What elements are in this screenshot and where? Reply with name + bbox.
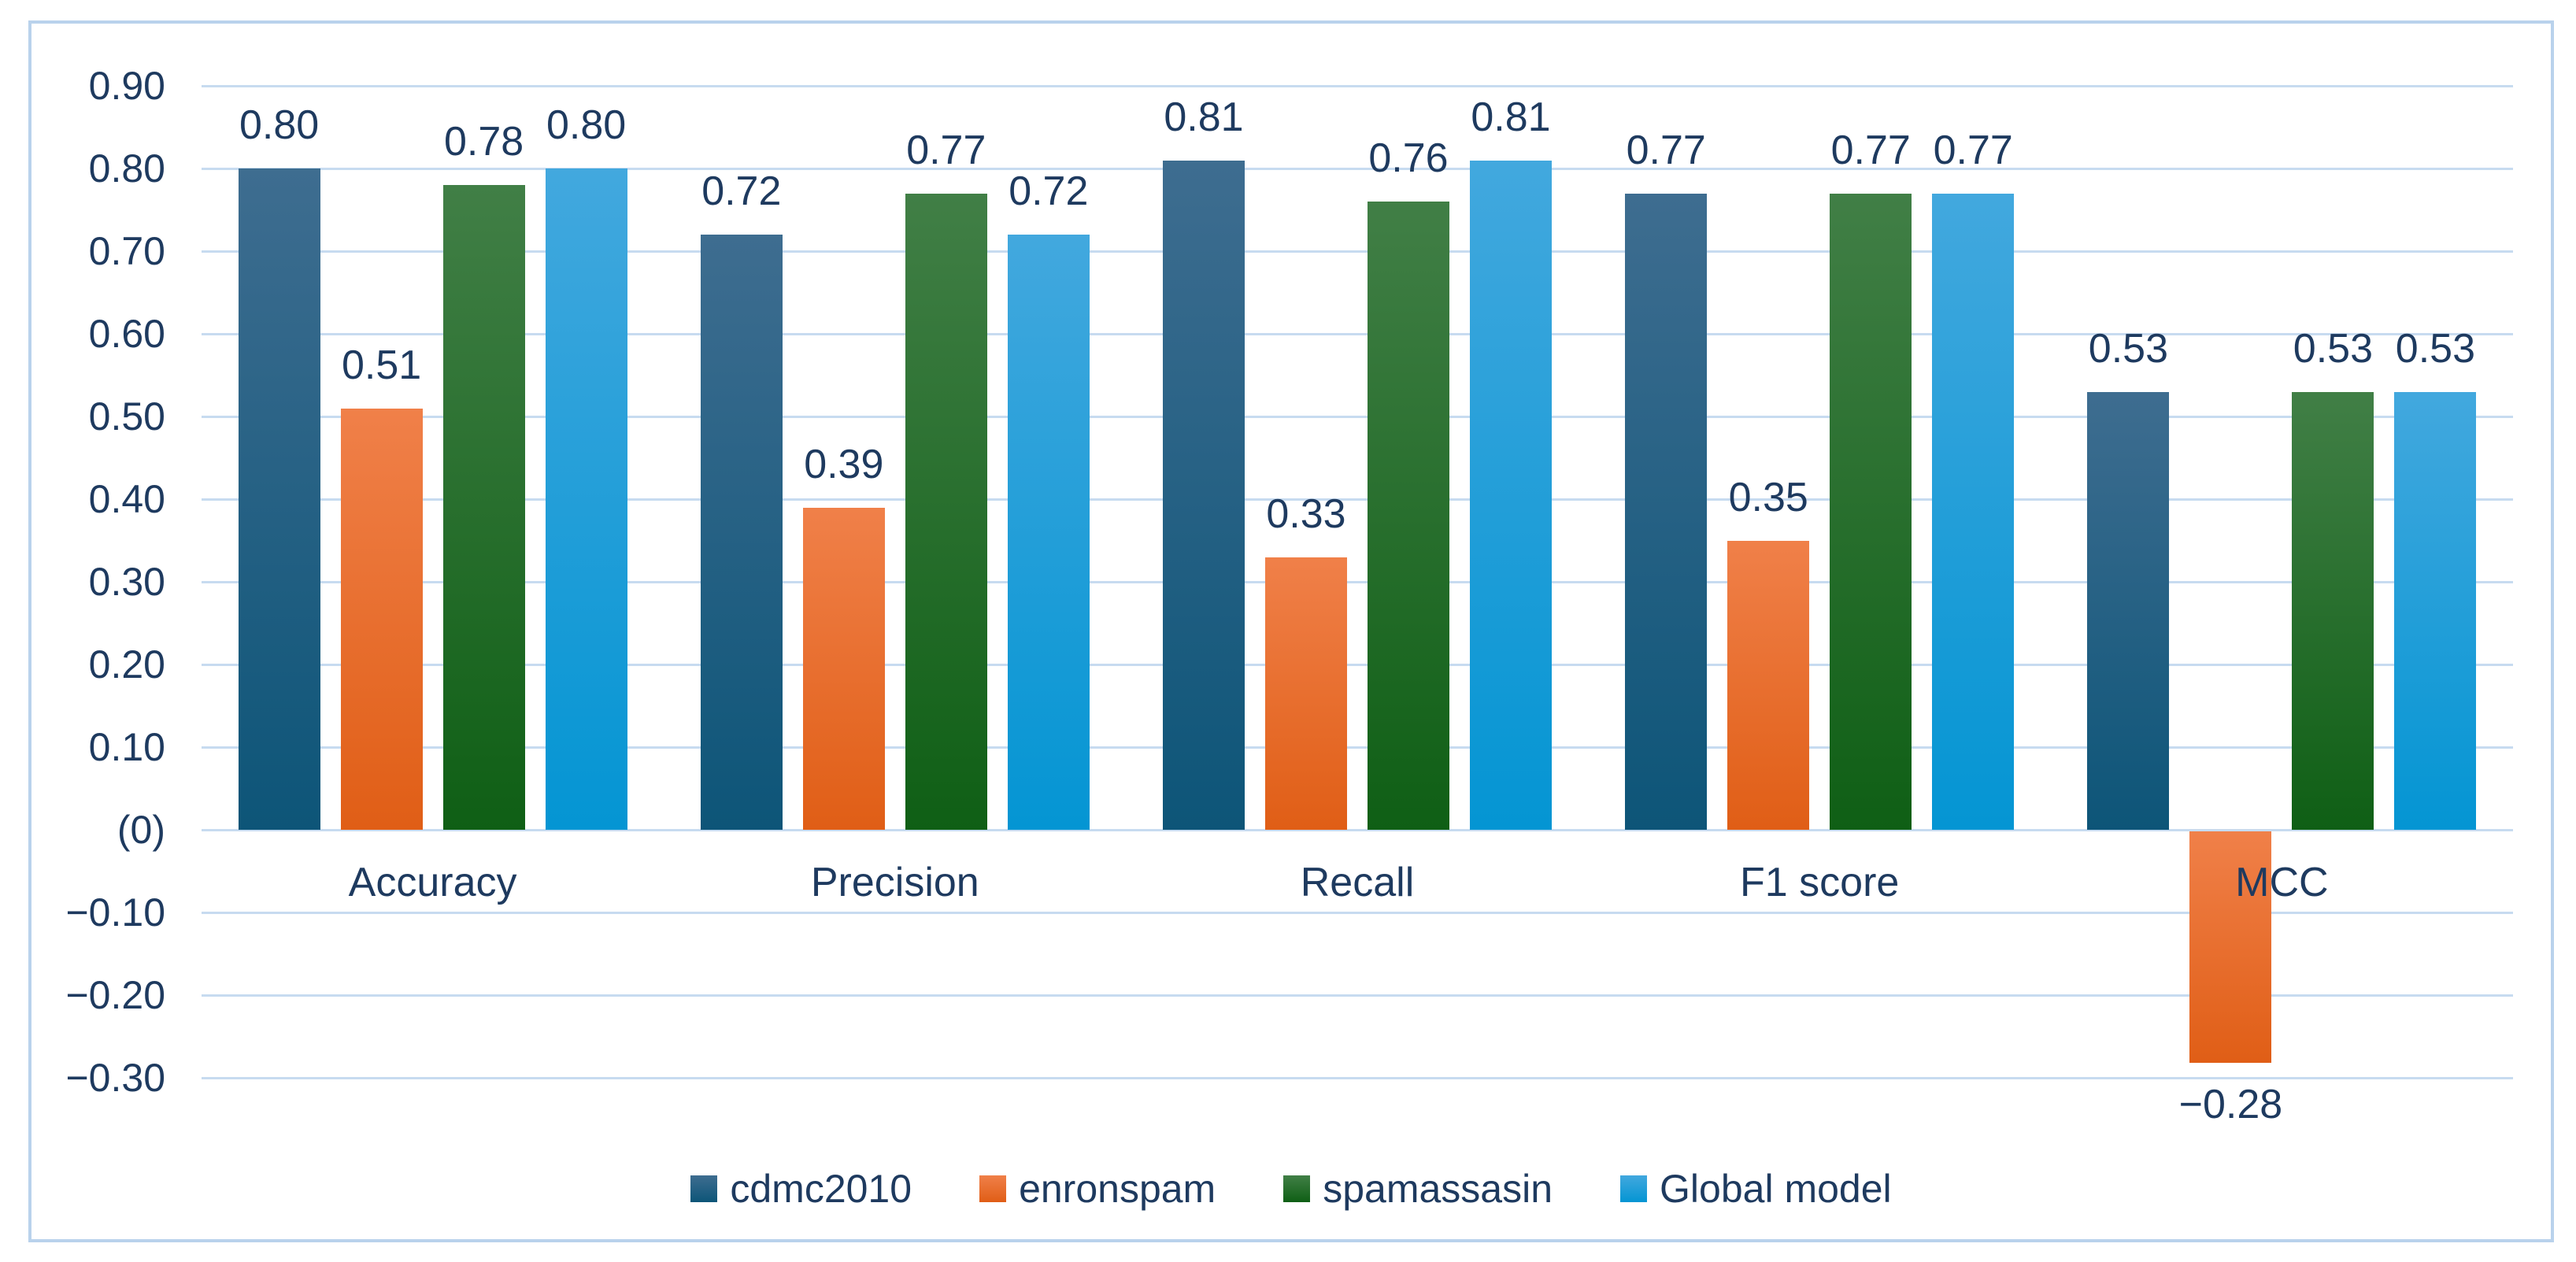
gridline — [202, 1077, 2513, 1079]
bar-enronspam — [340, 408, 423, 830]
bar-value-label: 0.80 — [546, 102, 627, 148]
legend-label: enronspam — [1019, 1167, 1216, 1211]
bar-value-label: 0.53 — [2293, 325, 2373, 372]
legend-item-global-model: Global model — [1620, 1169, 1892, 1208]
bar-value-label: 0.53 — [2395, 325, 2475, 372]
bar-spamassasin — [2292, 391, 2374, 830]
bar-value-label: 0.81 — [1164, 94, 1244, 140]
gridline — [202, 250, 2513, 253]
gridline — [202, 168, 2513, 170]
bar-enronspam — [2189, 831, 2272, 1063]
y-tick-label: 0.40 — [88, 477, 165, 521]
bar-enronspam — [802, 507, 885, 830]
category-label: Recall — [1300, 860, 1415, 905]
bar-value-label: 0.77 — [1626, 127, 1706, 173]
y-tick-label: 0.10 — [88, 725, 165, 769]
y-tick-label: −0.20 — [65, 973, 165, 1017]
gridline — [202, 581, 2513, 583]
bar-global-model — [1470, 160, 1552, 830]
legend-swatch-icon — [979, 1175, 1007, 1202]
y-tick-label: 0.50 — [88, 394, 165, 439]
gridline — [202, 912, 2513, 914]
chart-frame: 0.90 0.80 0.70 0.60 0.50 0.40 0.30 0.20 0.10 (0) −… — [28, 20, 2554, 1242]
category-label: MCC — [2235, 860, 2329, 905]
bar-global-model — [545, 168, 627, 830]
bar-value-label: 0.53 — [2088, 325, 2168, 372]
y-tick-label: 0.90 — [88, 64, 165, 108]
bar-global-model — [1007, 235, 1090, 830]
gridline — [202, 746, 2513, 749]
y-tick-label: (0) — [117, 808, 165, 852]
y-tick-label: 0.70 — [88, 229, 165, 273]
legend-item-spamassasin: spamassasin — [1283, 1169, 1553, 1208]
category-label: Precision — [810, 860, 979, 905]
bar-value-label: 0.77 — [906, 127, 986, 173]
legend-item-enronspam: enronspam — [979, 1169, 1216, 1208]
bar-enronspam — [1265, 557, 1347, 830]
y-tick-label: −0.10 — [65, 890, 165, 934]
y-tick-label: 0.30 — [88, 560, 165, 604]
bar-enronspam — [1727, 540, 1810, 830]
bar-value-label: 0.72 — [701, 168, 782, 214]
bar-spamassasin — [442, 185, 525, 830]
y-tick-label: 0.60 — [88, 312, 165, 356]
bar-value-label: 0.76 — [1368, 135, 1449, 181]
bar-value-label: 0.51 — [341, 342, 422, 388]
bar-value-label: 0.77 — [1933, 127, 2013, 173]
gridline — [202, 498, 2513, 501]
gridline — [202, 416, 2513, 418]
legend-item-cdmc2010: cdmc2010 — [690, 1169, 912, 1208]
bar-value-label: −0.28 — [2178, 1082, 2283, 1127]
gridline — [202, 664, 2513, 666]
bar-cdmc2010 — [700, 235, 783, 830]
gridline — [202, 85, 2513, 87]
bar-spamassasin — [1368, 202, 1449, 830]
legend-swatch-icon — [1283, 1175, 1311, 1202]
bar-value-label: 0.78 — [443, 119, 524, 165]
bar-value-label: 0.33 — [1266, 490, 1346, 537]
category-label: Accuracy — [348, 860, 517, 905]
gridline — [202, 333, 2513, 335]
bar-global-model — [1932, 193, 2015, 830]
bar-value-label: 0.80 — [239, 102, 320, 148]
bar-value-label: 0.39 — [804, 441, 884, 487]
y-tick-label: −0.30 — [65, 1056, 165, 1100]
y-tick-label: 0.20 — [88, 642, 165, 687]
bar-cdmc2010 — [1625, 193, 1708, 830]
category-label: F1 score — [1740, 860, 1900, 905]
legend-label: Global model — [1660, 1167, 1892, 1211]
bar-cdmc2010 — [2087, 391, 2170, 830]
legend-label: spamassasin — [1323, 1167, 1553, 1211]
y-tick-label: 0.80 — [88, 146, 165, 191]
bar-cdmc2010 — [238, 168, 320, 830]
bar-value-label: 0.72 — [1009, 168, 1089, 214]
legend-label: cdmc2010 — [730, 1167, 912, 1211]
bar-cdmc2010 — [1163, 160, 1245, 830]
bar-value-label: 0.77 — [1830, 127, 1911, 173]
legend-swatch-icon — [1620, 1175, 1648, 1202]
bar-value-label: 0.81 — [1471, 94, 1551, 140]
gridline — [202, 829, 2513, 831]
bar-global-model — [2394, 391, 2477, 830]
legend: cdmc2010 enronspam spamassasin Global model — [31, 1169, 2551, 1208]
legend-swatch-icon — [690, 1175, 718, 1202]
bar-value-label: 0.35 — [1728, 474, 1808, 520]
bar-spamassasin — [905, 193, 987, 830]
gridline — [202, 994, 2513, 997]
bar-spamassasin — [1830, 193, 1912, 830]
